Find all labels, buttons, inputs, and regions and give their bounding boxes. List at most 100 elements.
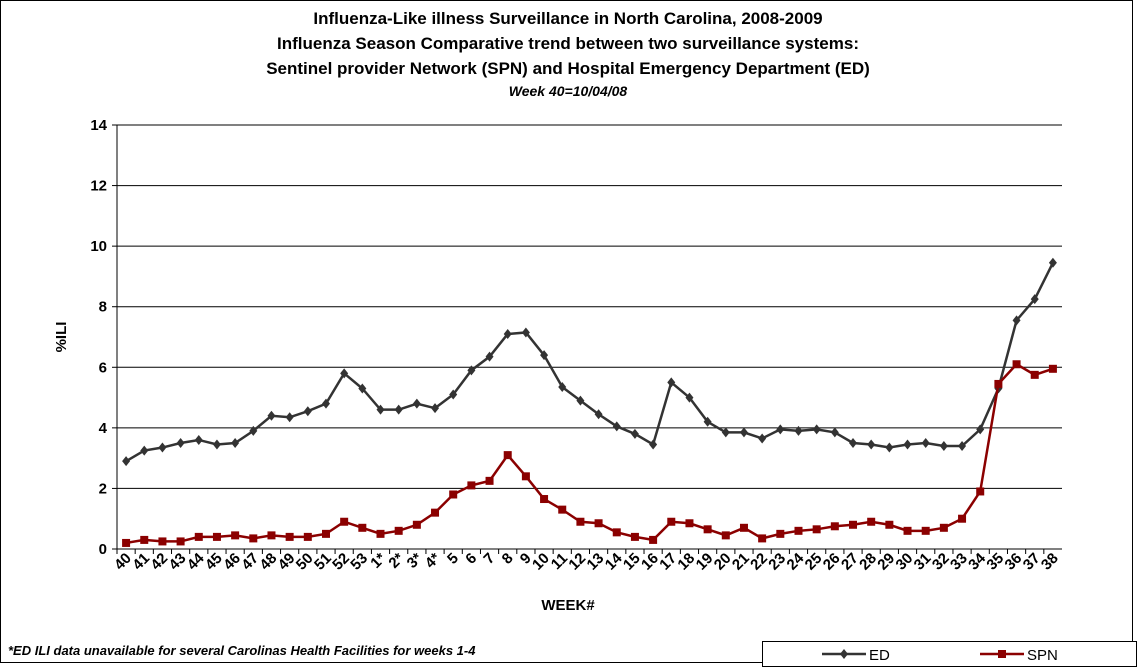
data-point — [194, 532, 203, 541]
data-point — [1012, 315, 1021, 326]
data-point — [594, 519, 603, 528]
data-point — [358, 383, 367, 394]
data-point — [140, 535, 149, 544]
data-point — [485, 476, 494, 485]
data-point — [630, 428, 639, 439]
data-point — [939, 441, 948, 452]
data-point — [830, 427, 839, 438]
data-point — [285, 532, 294, 541]
data-point — [231, 531, 240, 540]
y-tick-label: 2 — [99, 480, 107, 497]
y-tick-label: 12 — [90, 178, 107, 195]
data-point — [285, 412, 294, 423]
data-point — [1048, 364, 1057, 373]
data-point — [467, 365, 476, 376]
data-point — [667, 377, 676, 388]
data-point — [303, 532, 312, 541]
data-point — [540, 495, 549, 504]
data-point — [594, 409, 603, 420]
y-tick-label: 6 — [99, 359, 107, 376]
data-point — [703, 525, 712, 534]
data-point — [794, 425, 803, 436]
data-point — [176, 438, 185, 448]
data-point — [540, 350, 549, 361]
data-point — [721, 531, 730, 540]
data-point — [503, 328, 512, 339]
data-point — [140, 445, 149, 456]
x-axis-label: WEEK# — [541, 597, 595, 614]
data-point — [449, 389, 458, 400]
data-point — [885, 442, 894, 453]
series-line — [125, 362, 1054, 545]
data-point — [158, 442, 167, 453]
data-point — [867, 517, 876, 526]
y-tick-label: 0 — [99, 541, 107, 558]
data-point — [503, 451, 512, 460]
data-point — [558, 505, 567, 514]
data-point — [612, 421, 621, 432]
data-point — [939, 523, 948, 532]
chart-title: Influenza Season Comparative trend betwe… — [277, 34, 859, 53]
data-point — [812, 424, 821, 435]
data-point — [576, 395, 585, 406]
data-point — [921, 526, 930, 535]
y-tick-label: 8 — [99, 299, 107, 316]
data-point — [358, 523, 367, 532]
data-point — [685, 519, 694, 528]
data-point — [867, 439, 876, 450]
data-point — [1048, 257, 1057, 268]
data-point — [412, 398, 421, 409]
y-tick-label: 14 — [90, 117, 107, 134]
data-point — [758, 433, 767, 444]
data-point — [431, 508, 440, 517]
data-point — [249, 534, 258, 543]
data-point — [485, 351, 494, 362]
data-point — [976, 424, 985, 435]
data-point — [558, 381, 567, 392]
data-point — [739, 427, 748, 438]
legend-label: ED — [869, 647, 890, 664]
data-point — [630, 532, 639, 541]
data-point — [812, 525, 821, 534]
data-point — [649, 535, 658, 544]
data-point — [739, 523, 748, 532]
chart-title: Sentinel provider Network (SPN) and Hosp… — [266, 59, 870, 78]
data-point — [958, 514, 967, 523]
data-point — [449, 490, 458, 499]
data-point — [849, 520, 858, 529]
data-point — [903, 439, 912, 450]
data-point — [394, 526, 403, 535]
y-tick-label: 10 — [90, 238, 107, 255]
y-tick-label: 4 — [99, 420, 108, 437]
data-point — [431, 403, 440, 414]
legend-marker — [840, 649, 848, 659]
data-point — [976, 487, 985, 496]
data-point — [340, 368, 349, 379]
chart-subtitle: Week 40=10/04/08 — [509, 83, 628, 99]
data-point — [340, 517, 349, 526]
data-point — [667, 517, 676, 526]
data-point — [267, 531, 276, 540]
data-point — [776, 424, 785, 435]
legend-marker — [998, 650, 1006, 658]
data-point — [994, 379, 1003, 388]
data-point — [576, 517, 585, 526]
data-point — [721, 427, 730, 438]
data-point — [849, 438, 858, 448]
data-point — [212, 532, 221, 541]
data-point — [231, 438, 240, 448]
data-point — [1012, 360, 1021, 369]
data-point — [158, 537, 167, 546]
data-point — [1030, 370, 1039, 379]
data-point — [212, 439, 221, 450]
data-point — [521, 327, 530, 338]
data-point — [903, 526, 912, 535]
data-point — [194, 434, 203, 445]
data-point — [122, 456, 131, 467]
legend-label: SPN — [1027, 647, 1058, 664]
data-point — [467, 481, 476, 490]
data-point — [921, 438, 930, 448]
data-point — [321, 398, 330, 409]
